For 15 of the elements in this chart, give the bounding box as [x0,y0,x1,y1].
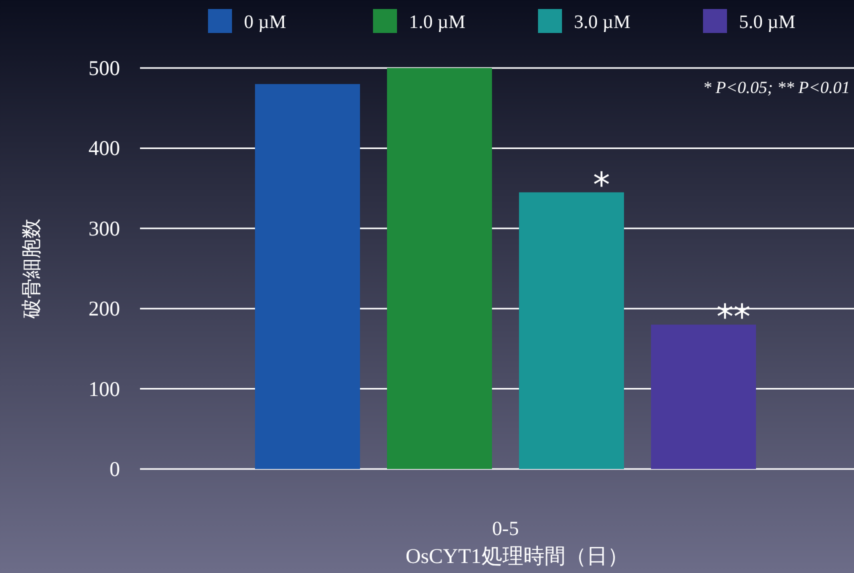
legend-label: 0 µM [244,12,286,33]
y-tick-label: 500 [88,56,120,80]
legend-label: 3.0 µM [574,12,630,33]
y-tick-label: 200 [88,296,120,321]
annotation: * [593,165,610,206]
y-axis-title: 破骨細胞数 [21,218,43,320]
x-axis-title: OsCYT1処理時間（日） [406,544,628,568]
annotation: * P<0.05; ** P<0.01 [702,78,850,97]
y-tick-label: 300 [88,216,120,240]
y-tick-label: 100 [88,376,120,401]
y-tick-label: 0 [110,457,120,481]
legend-label: 1.0 µM [409,12,466,33]
y-tick-label: 400 [88,136,120,160]
legend-label: 5.0 µM [739,12,796,33]
x-tick-label: 0-5 [492,518,519,540]
